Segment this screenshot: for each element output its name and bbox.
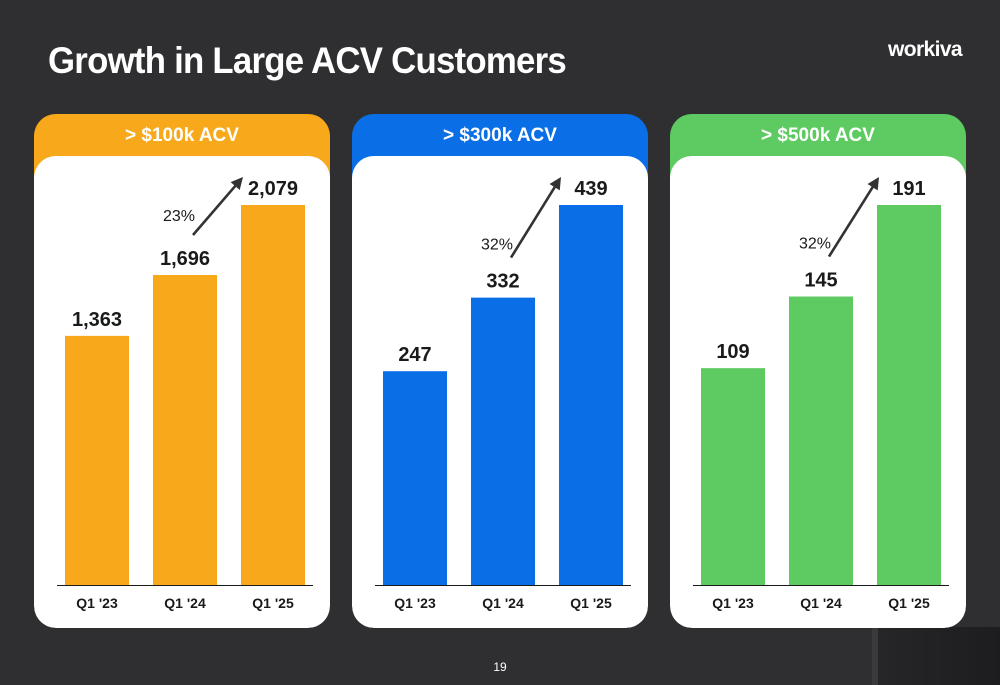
bar-chart-500k: 109 Q1 '23 145 Q1 '24 191 Q1 '25 32% bbox=[693, 177, 949, 611]
growth-arrowhead bbox=[549, 177, 561, 191]
bar-value-label: 1,363 bbox=[72, 309, 122, 331]
page-number: 19 bbox=[493, 660, 507, 674]
background-accent-edge bbox=[872, 627, 878, 685]
bar-chart-300k: 247 Q1 '23 332 Q1 '24 439 Q1 '25 32% bbox=[375, 177, 631, 611]
x-tick-label: Q1 '25 bbox=[570, 595, 612, 611]
bar-value-label: 145 bbox=[804, 270, 837, 292]
growth-label: 32% bbox=[799, 236, 831, 253]
growth-arrow bbox=[827, 183, 876, 258]
chart-panel-500k: > $500k ACV 109 Q1 '23 145 Q1 '24 191 Q1 '25 3… bbox=[670, 114, 966, 628]
bar bbox=[877, 205, 941, 585]
x-tick-label: Q1 '24 bbox=[482, 595, 524, 611]
bar bbox=[559, 205, 623, 585]
bar bbox=[383, 371, 447, 585]
bar bbox=[65, 335, 129, 585]
bar bbox=[153, 275, 217, 585]
chart-panel-100k: > $100k ACV 1,363 Q1 '23 1,696 Q1 '24 2,079 Q… bbox=[34, 114, 330, 628]
bar bbox=[789, 296, 853, 585]
bar-value-label: 191 bbox=[892, 178, 925, 200]
x-tick-label: Q1 '23 bbox=[394, 595, 436, 611]
bar-value-label: 2,079 bbox=[248, 178, 298, 200]
x-tick-label: Q1 '25 bbox=[888, 595, 930, 611]
growth-arrow bbox=[192, 182, 239, 236]
bar-value-label: 332 bbox=[486, 271, 519, 293]
growth-arrowhead bbox=[230, 177, 243, 191]
bar-value-label: 1,696 bbox=[160, 248, 210, 270]
growth-arrow bbox=[509, 183, 558, 259]
page-title: Growth in Large ACV Customers bbox=[48, 40, 567, 81]
growth-label: 23% bbox=[163, 208, 195, 225]
x-tick-label: Q1 '25 bbox=[252, 595, 294, 611]
x-tick-label: Q1 '24 bbox=[800, 595, 842, 611]
x-tick-label: Q1 '24 bbox=[164, 595, 206, 611]
background-accent bbox=[878, 627, 1000, 685]
bar bbox=[241, 205, 305, 585]
bar-value-label: 439 bbox=[574, 178, 607, 200]
bar-value-label: 247 bbox=[398, 344, 431, 366]
bar bbox=[471, 297, 535, 585]
growth-label: 32% bbox=[481, 237, 513, 254]
bar-value-label: 109 bbox=[716, 341, 749, 363]
workiva-logo: workiva bbox=[887, 38, 963, 61]
bar-chart-100k: 1,363 Q1 '23 1,696 Q1 '24 2,079 Q1 '25 23% bbox=[57, 177, 313, 611]
growth-arrowhead bbox=[867, 177, 879, 191]
bar bbox=[701, 368, 765, 585]
x-tick-label: Q1 '23 bbox=[712, 595, 754, 611]
x-tick-label: Q1 '23 bbox=[76, 595, 118, 611]
chart-panel-300k: > $300k ACV 247 Q1 '23 332 Q1 '24 439 Q1 '25 3… bbox=[352, 114, 648, 628]
